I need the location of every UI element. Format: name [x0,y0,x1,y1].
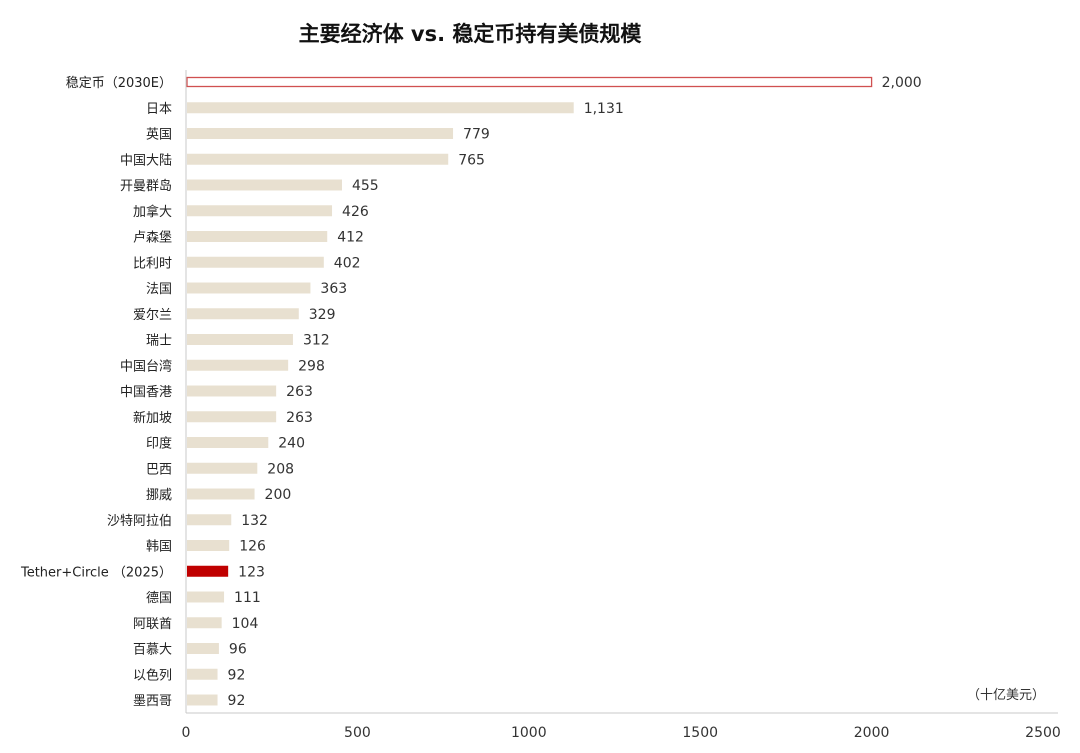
value-label: 765 [458,152,485,168]
bar [187,231,328,242]
bar [187,462,258,474]
value-label: 455 [352,178,379,194]
bar [187,359,289,371]
category-label: 法国 [146,282,172,297]
category-label: 中国香港 [120,385,172,400]
value-label: 263 [286,410,313,426]
value-label: 329 [309,307,336,323]
category-label: 巴西 [146,462,172,477]
value-label: 104 [232,616,259,632]
category-label: 卢森堡 [133,230,172,246]
bar [187,437,269,448]
category-label: 英国 [146,128,172,143]
category-label: 沙特阿拉伯 [107,514,172,529]
bar [187,153,449,165]
category-label: 日本 [146,102,172,117]
value-label: 263 [286,384,313,400]
bar [187,540,230,551]
bar [187,694,218,706]
value-label: 779 [463,127,490,143]
value-label: 412 [337,230,364,246]
value-label: 240 [278,436,305,452]
category-label: 阿联酋 [133,616,172,632]
x-tick-label: 2000 [854,725,890,741]
category-label: 印度 [146,436,172,452]
category-label: 新加坡 [133,410,172,426]
x-tick-label: 0 [182,725,191,741]
x-tick-label: 2500 [1025,725,1061,741]
value-label: 2,000 [882,75,922,91]
value-label: 402 [334,255,361,271]
category-label: 以色列 [133,667,172,683]
bar [187,591,225,603]
x-tick-label: 1500 [682,725,718,741]
category-label: 加拿大 [133,204,172,220]
category-label: 百慕大 [133,643,172,658]
value-label: 132 [241,513,268,529]
category-label: 韩国 [146,540,172,555]
bar [187,102,574,114]
category-label: 瑞士 [146,334,172,349]
category-label: 爱尔兰 [133,308,172,323]
category-label: 稳定币（2030E） [66,75,172,91]
category-label: Tether+Circle （2025） [20,565,172,580]
category-label: 墨西哥 [133,694,172,709]
value-label: 200 [265,487,292,503]
bar [187,308,299,320]
value-label: 312 [303,333,330,349]
bar [187,643,219,654]
bar [187,385,277,397]
x-tick-label: 500 [344,725,371,741]
value-label: 92 [228,693,246,709]
value-label: 123 [238,564,265,580]
category-label: 开曼群岛 [120,178,172,194]
bar [187,617,222,629]
value-label: 126 [239,539,266,555]
category-label: 德国 [146,591,172,606]
value-label: 92 [228,667,246,683]
bar [187,256,324,268]
value-label: 363 [320,281,347,297]
value-label: 111 [234,590,261,606]
bar [187,205,333,217]
unit-label: （十亿美元） [967,688,1045,703]
bar [186,76,873,88]
bar [187,514,232,526]
chart-title: 主要经济体 vs. 稳定币持有美债规模 [298,22,642,46]
value-label: 426 [342,204,369,220]
category-label: 中国台湾 [120,358,172,374]
bar [187,565,229,577]
bar [187,179,342,191]
category-label: 中国大陆 [120,152,172,168]
value-label: 1,131 [584,101,624,117]
bar [187,128,454,139]
category-label: 比利时 [133,256,172,271]
value-label: 96 [229,642,247,658]
bar [187,334,293,345]
bar [187,488,255,500]
bar [187,282,311,294]
bar [187,411,277,423]
x-tick-label: 1000 [511,725,547,741]
value-label: 208 [267,461,294,477]
value-label: 298 [298,358,325,374]
category-label: 挪威 [146,488,172,503]
bar [187,668,218,680]
